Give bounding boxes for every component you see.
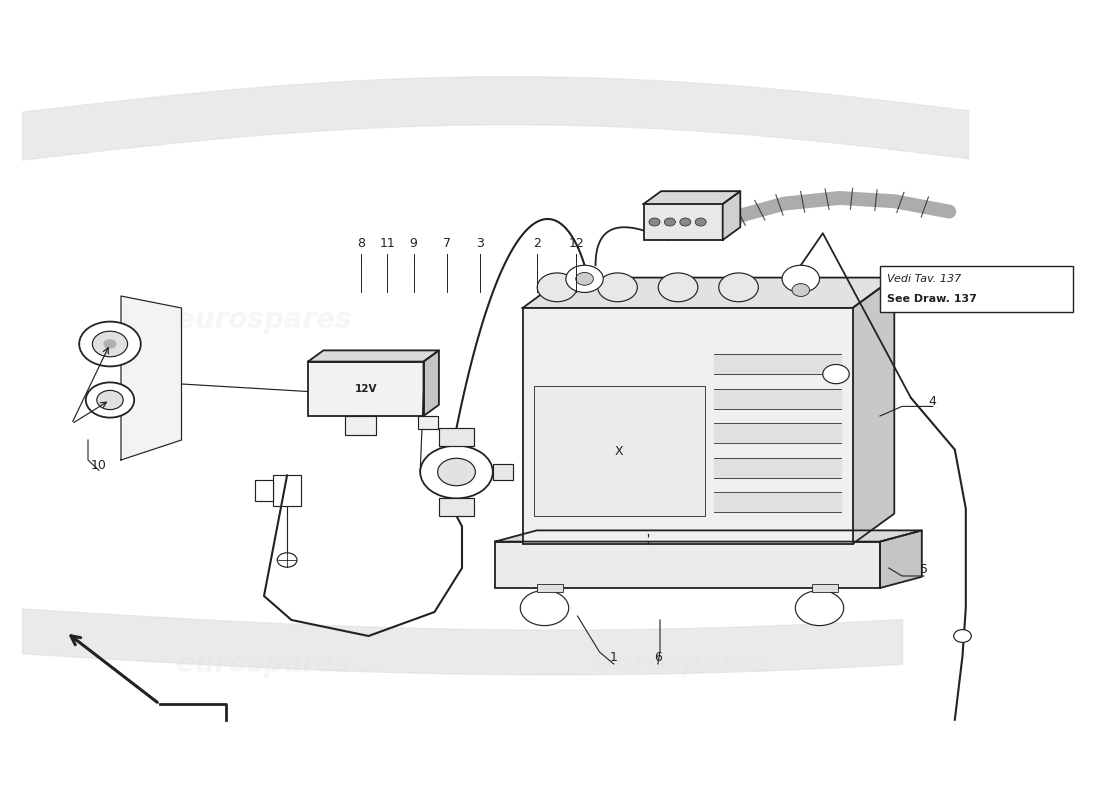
Bar: [644, 204, 723, 240]
Polygon shape: [424, 350, 439, 416]
Text: 9: 9: [409, 238, 418, 250]
Text: 11: 11: [379, 238, 395, 250]
Circle shape: [680, 218, 691, 226]
Circle shape: [695, 218, 706, 226]
Text: 1: 1: [609, 651, 618, 664]
Bar: [255, 480, 273, 501]
Circle shape: [649, 218, 660, 226]
Circle shape: [954, 630, 971, 642]
Text: 5: 5: [920, 563, 928, 576]
Text: 12: 12: [569, 238, 584, 250]
Text: 8: 8: [356, 238, 365, 250]
Text: X: X: [615, 446, 624, 458]
Text: See Draw. 137: See Draw. 137: [887, 294, 977, 304]
Circle shape: [792, 284, 810, 297]
Text: 2: 2: [532, 238, 541, 250]
Circle shape: [97, 390, 123, 410]
Bar: [273, 475, 301, 506]
Circle shape: [86, 382, 134, 418]
Polygon shape: [495, 530, 922, 542]
Text: 4: 4: [928, 395, 937, 408]
Bar: [495, 542, 880, 588]
Bar: [345, 416, 376, 435]
Circle shape: [520, 590, 569, 626]
Circle shape: [597, 273, 637, 302]
Polygon shape: [121, 296, 182, 460]
Circle shape: [575, 273, 593, 286]
Text: 6: 6: [653, 651, 662, 664]
Bar: [418, 416, 438, 429]
Circle shape: [92, 331, 128, 357]
Text: 3: 3: [475, 238, 484, 250]
Text: eurospares: eurospares: [594, 346, 770, 374]
Bar: [522, 308, 852, 544]
Bar: [439, 428, 474, 446]
Circle shape: [420, 446, 493, 498]
Circle shape: [79, 322, 141, 366]
Circle shape: [664, 218, 675, 226]
Bar: [308, 362, 424, 416]
Polygon shape: [880, 530, 922, 588]
Bar: [439, 498, 474, 516]
Polygon shape: [723, 191, 740, 240]
Polygon shape: [308, 350, 439, 362]
Bar: [493, 464, 513, 480]
Text: Vedi Tav. 137: Vedi Tav. 137: [887, 274, 961, 283]
Circle shape: [103, 339, 117, 349]
Circle shape: [277, 553, 297, 567]
Bar: [880, 266, 1072, 312]
Text: eurospares: eurospares: [176, 306, 352, 334]
Text: 7: 7: [442, 238, 451, 250]
Circle shape: [795, 590, 844, 626]
Text: 10: 10: [91, 459, 107, 472]
Bar: [534, 386, 705, 516]
Circle shape: [823, 365, 849, 384]
Bar: [812, 584, 838, 592]
Polygon shape: [644, 191, 740, 204]
Text: 12V: 12V: [354, 384, 377, 394]
Polygon shape: [522, 278, 894, 308]
Circle shape: [718, 273, 758, 302]
Bar: [537, 584, 563, 592]
Circle shape: [565, 266, 603, 293]
Circle shape: [438, 458, 475, 486]
Text: eurospares: eurospares: [594, 650, 770, 678]
Circle shape: [658, 273, 697, 302]
Circle shape: [537, 273, 576, 302]
Polygon shape: [852, 278, 894, 544]
Circle shape: [782, 266, 820, 293]
Text: eurospares: eurospares: [176, 650, 352, 678]
